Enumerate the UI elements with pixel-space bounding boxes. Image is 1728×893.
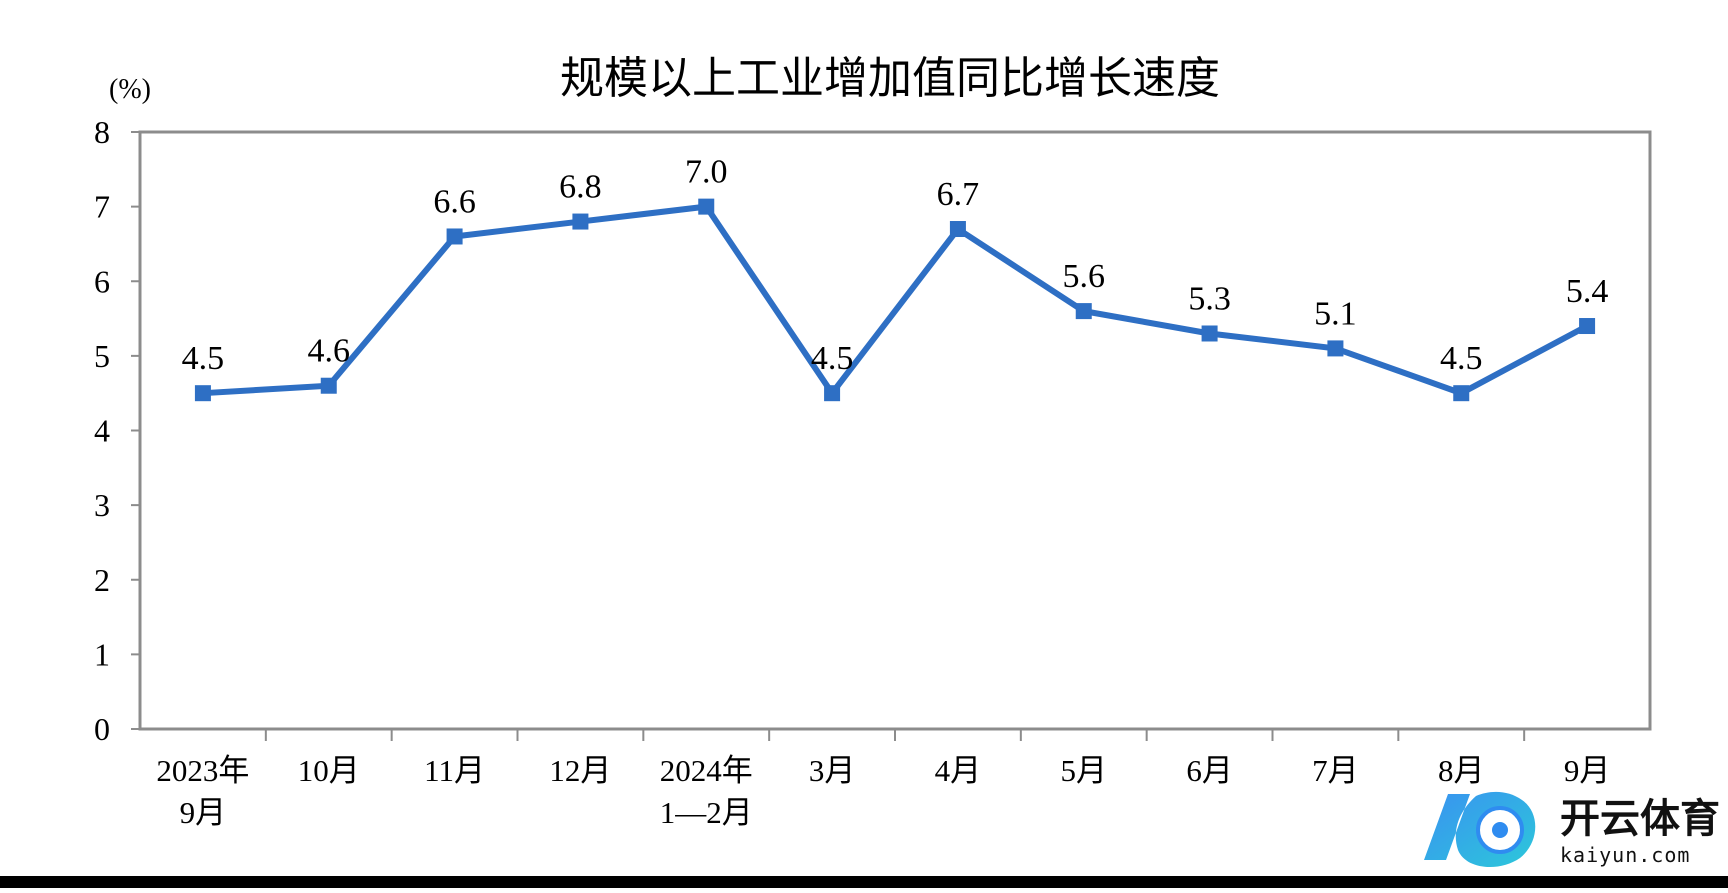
x-tick-label: 3月 — [809, 753, 856, 788]
y-tick-label: 4 — [94, 413, 110, 449]
data-point-marker — [1075, 303, 1092, 320]
x-tick-label: 11月 — [424, 753, 485, 788]
bottom-border-bar — [0, 876, 1728, 888]
x-tick-labels: 2023年 9月 10月 11月 12月 2024年 1—2月 3月 4月 5月 6月 7月 8月 9月 — [156, 753, 1610, 830]
data-value-label: 4.5 — [811, 340, 854, 377]
x-tick-label: 7月 — [1312, 753, 1359, 788]
data-value-label: 5.3 — [1188, 280, 1231, 317]
plot-area-border — [138, 130, 1652, 731]
data-point-marker — [1453, 385, 1470, 402]
y-tick-label: 3 — [94, 487, 110, 523]
data-value-label: 6.8 — [559, 169, 602, 206]
data-point-marker — [1327, 340, 1344, 357]
y-tick-labels: 0 1 2 3 4 5 6 7 8 — [94, 114, 110, 747]
data-value-label: 6.6 — [433, 183, 476, 220]
y-tick-label: 8 — [94, 114, 110, 150]
data-point-marker — [1201, 325, 1218, 342]
data-value-label: 4.5 — [1440, 340, 1483, 377]
y-tick-label: 1 — [94, 636, 110, 672]
data-value-label: 4.5 — [182, 340, 225, 377]
x-tick-label: 9月 — [1564, 753, 1611, 788]
data-value-label: 5.1 — [1314, 295, 1357, 332]
axes — [131, 131, 1650, 741]
x-tick-label: 2024年 — [660, 753, 753, 788]
data-point-marker — [824, 385, 841, 402]
data-point-marker — [446, 228, 463, 245]
kaiyun-watermark: 开云体育 kaiyun.com — [1424, 791, 1720, 868]
chart-title: 规模以上工业增加值同比增长速度 — [560, 53, 1220, 104]
data-point-marker — [320, 377, 337, 394]
x-tick-label: 4月 — [935, 753, 982, 788]
data-point-marker — [194, 385, 211, 402]
watermark-brand-cn: 开云体育 — [1560, 796, 1720, 842]
y-axis-unit-label: (%) — [109, 74, 151, 105]
x-tick-label: 9月 — [180, 795, 227, 830]
series-line — [202, 203, 1589, 399]
data-point-marker — [1579, 318, 1596, 335]
x-tick-label: 6月 — [1186, 753, 1233, 788]
x-tick-label: 8月 — [1438, 753, 1485, 788]
data-labels: 4.5 4.6 6.6 6.8 7.0 4.5 6.7 5.6 5.3 5.1 4.5 5.4 — [182, 154, 1609, 378]
data-value-label: 4.6 — [308, 333, 351, 370]
x-tick-label: 1—2月 — [660, 795, 753, 830]
data-point-marker — [572, 213, 589, 230]
data-value-label: 5.4 — [1566, 273, 1609, 310]
x-tick-label: 5月 — [1061, 753, 1108, 788]
data-point-marker — [698, 198, 715, 215]
y-tick-label: 7 — [94, 189, 110, 225]
data-value-label: 5.6 — [1063, 258, 1106, 295]
y-tick-label: 2 — [94, 562, 110, 598]
series-group — [194, 198, 1596, 402]
soccer-ball-center — [1492, 822, 1508, 838]
watermark-brand-en: kaiyun.com — [1560, 843, 1690, 867]
data-value-label: 7.0 — [685, 154, 728, 191]
y-tick-label: 5 — [94, 338, 110, 374]
x-tick-label: 10月 — [298, 753, 360, 788]
data-point-marker — [949, 221, 966, 238]
y-tick-label: 0 — [94, 711, 110, 747]
x-tick-label: 12月 — [549, 753, 611, 788]
data-value-label: 6.7 — [937, 176, 980, 213]
x-tick-label: 2023年 — [156, 753, 249, 788]
y-tick-label: 6 — [94, 263, 110, 299]
